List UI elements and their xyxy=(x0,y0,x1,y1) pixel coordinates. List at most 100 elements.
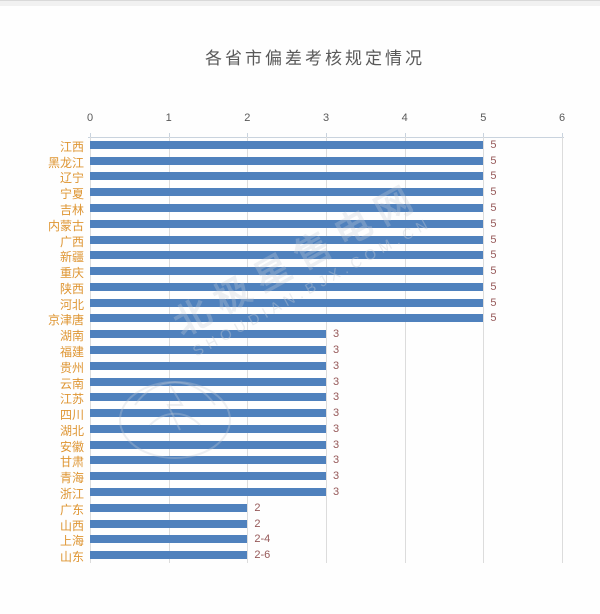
page-edge-strip xyxy=(0,0,600,6)
category-label: 陕西 xyxy=(59,281,84,296)
bar xyxy=(90,156,484,165)
bar-value-label: 5 xyxy=(490,186,497,199)
gridline xyxy=(326,137,327,563)
bar-value-label: 3 xyxy=(333,407,340,420)
bar-value-label: 3 xyxy=(333,422,340,435)
bar xyxy=(90,377,326,386)
category-label: 辽宁 xyxy=(59,171,84,186)
x-axis-tickmark xyxy=(404,133,406,137)
bar xyxy=(90,172,484,181)
x-tick-label: 6 xyxy=(558,112,566,124)
bar xyxy=(90,519,248,528)
x-tick-label: 0 xyxy=(86,112,94,124)
bar xyxy=(90,298,484,307)
chart-title: 各省市偏差考核规定情况 xyxy=(205,49,425,68)
category-label: 京津唐 xyxy=(47,313,84,328)
bar xyxy=(90,488,326,496)
bar xyxy=(90,188,484,197)
category-label: 新疆 xyxy=(59,250,84,265)
category-label: 江苏 xyxy=(59,392,84,407)
category-label: 河北 xyxy=(59,297,84,312)
bar xyxy=(90,456,326,465)
bar xyxy=(90,346,326,354)
bar-value-label: 3 xyxy=(333,438,340,451)
gridline xyxy=(404,137,406,563)
bar xyxy=(90,393,326,402)
category-label: 吉林 xyxy=(59,203,84,217)
bar-value-label: 2-4 xyxy=(254,533,271,546)
bar xyxy=(90,219,484,228)
bar-value-label: 2-6 xyxy=(254,549,271,562)
x-axis-tickmark xyxy=(562,133,563,137)
bar xyxy=(90,140,484,149)
bar xyxy=(90,235,484,244)
x-axis-tickmark xyxy=(90,133,91,137)
category-label: 湖南 xyxy=(59,329,84,344)
category-label: 浙江 xyxy=(59,487,84,501)
bar xyxy=(90,267,484,276)
bar-value-label: 5 xyxy=(490,138,497,151)
x-axis-tickmark xyxy=(483,133,485,137)
category-label: 广西 xyxy=(59,234,84,249)
category-label: 湖北 xyxy=(59,423,84,438)
category-label: 江西 xyxy=(59,139,84,154)
bar-value-label: 5 xyxy=(490,249,497,262)
bar-value-label: 3 xyxy=(333,391,340,404)
bar-value-label: 5 xyxy=(490,296,497,309)
bar-value-label: 3 xyxy=(333,328,340,341)
bar xyxy=(90,551,248,560)
category-label: 青海 xyxy=(59,471,84,486)
bar-value-label: 5 xyxy=(490,265,497,278)
bar xyxy=(90,409,326,418)
bar xyxy=(90,361,326,370)
category-label: 云南 xyxy=(59,376,84,391)
bar-value-label: 3 xyxy=(333,344,340,356)
x-axis-tickmark xyxy=(326,133,327,137)
category-label: 黑龙江 xyxy=(47,155,84,170)
category-label: 贵州 xyxy=(59,360,84,375)
bar-value-label: 5 xyxy=(490,217,497,230)
bar-value-label: 3 xyxy=(333,454,340,467)
category-label: 上海 xyxy=(59,534,84,549)
bar-value-label: 3 xyxy=(333,359,340,372)
x-tick-label: 4 xyxy=(401,112,408,124)
x-tick-label: 1 xyxy=(165,112,172,124)
category-label: 广东 xyxy=(59,502,84,517)
bar-value-label: 5 xyxy=(490,280,497,293)
bar-value-label: 3 xyxy=(333,375,340,388)
bar-value-label: 2 xyxy=(254,501,261,514)
gridline xyxy=(562,137,563,563)
category-label: 安徽 xyxy=(59,439,84,454)
category-label: 宁夏 xyxy=(59,187,84,202)
bar-value-label: 5 xyxy=(490,154,497,167)
bar xyxy=(90,204,484,212)
category-label: 山东 xyxy=(59,550,84,565)
bar-value-label: 2 xyxy=(254,517,261,530)
bar xyxy=(90,440,326,449)
category-label: 内蒙古 xyxy=(47,218,84,233)
x-axis-tickmark xyxy=(247,133,249,137)
category-label: 重庆 xyxy=(59,266,84,281)
category-label: 福建 xyxy=(59,345,84,359)
category-label: 四川 xyxy=(59,408,84,423)
bar xyxy=(90,424,326,433)
x-tick-label: 3 xyxy=(322,112,330,124)
bar xyxy=(90,251,484,260)
bar xyxy=(90,330,326,339)
category-label: 山西 xyxy=(59,518,84,533)
bar xyxy=(90,314,484,323)
x-axis-tickmark xyxy=(168,133,170,137)
x-tick-label: 2 xyxy=(244,112,251,124)
bar-value-label: 5 xyxy=(490,202,497,214)
category-label: 甘肃 xyxy=(59,455,84,470)
bar xyxy=(90,535,248,544)
x-tick-label: 5 xyxy=(480,112,487,124)
gridline xyxy=(483,137,485,563)
bar-value-label: 5 xyxy=(490,170,497,183)
bar-value-label: 5 xyxy=(490,233,497,246)
bar-value-label: 5 xyxy=(490,312,497,325)
bar xyxy=(90,282,484,291)
bar xyxy=(90,472,326,481)
